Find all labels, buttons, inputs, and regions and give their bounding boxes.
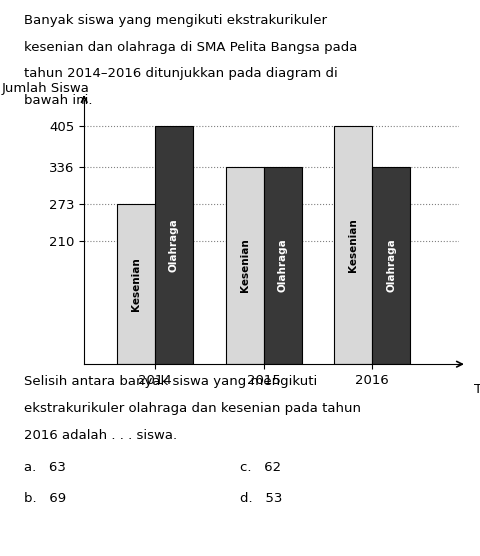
Text: tahun 2014–2016 ditunjukkan pada diagram di: tahun 2014–2016 ditunjukkan pada diagram… [24,67,337,80]
Text: Kesenian: Kesenian [131,257,141,311]
Text: kesenian dan olahraga di SMA Pelita Bangsa pada: kesenian dan olahraga di SMA Pelita Bang… [24,41,357,53]
Bar [372,167,409,364]
Text: a.   63: a. 63 [24,461,66,474]
Text: Kesenian: Kesenian [239,239,249,292]
Text: bawah ini.: bawah ini. [24,94,92,107]
Text: ekstrakurikuler olahraga dan kesenian pada tahun: ekstrakurikuler olahraga dan kesenian pa… [24,402,360,415]
Text: d.   53: d. 53 [240,492,282,504]
Bar [263,167,301,364]
Text: Olahraga: Olahraga [385,239,396,292]
Text: c.   62: c. 62 [240,461,281,474]
Bar [225,167,263,364]
Bar [117,204,155,364]
Text: Selisih antara banyak siswa yang mengikuti: Selisih antara banyak siswa yang mengiku… [24,375,317,388]
Text: Jumlah Siswa: Jumlah Siswa [1,82,89,95]
Text: Banyak siswa yang mengikuti ekstrakurikuler: Banyak siswa yang mengikuti ekstrakuriku… [24,14,326,27]
Text: Olahraga: Olahraga [168,219,179,272]
Text: Olahraga: Olahraga [277,239,287,292]
Text: 2016 adalah . . . siswa.: 2016 adalah . . . siswa. [24,429,177,441]
Text: Kesenian: Kesenian [348,219,358,272]
Bar [155,126,192,364]
Text: Tahun: Tahun [473,383,480,396]
Bar [334,126,372,364]
Text: b.   69: b. 69 [24,492,66,504]
